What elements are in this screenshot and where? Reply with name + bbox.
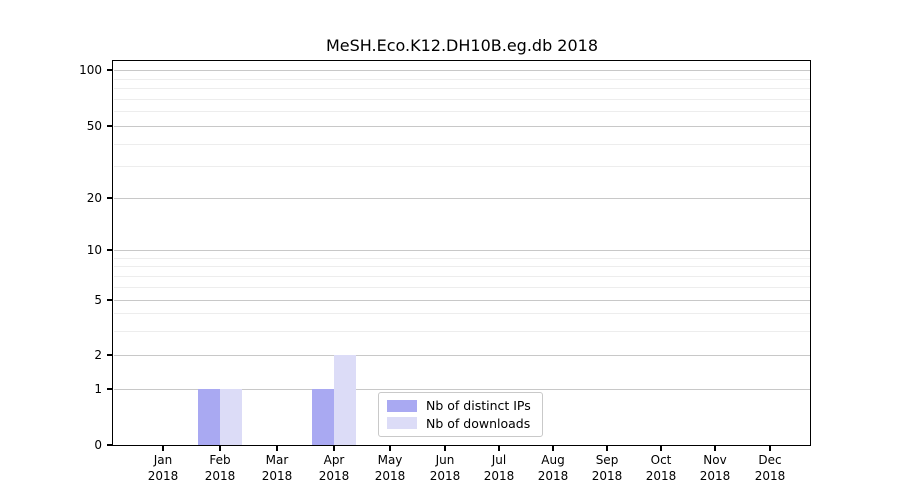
y-tick-label: 20 [86, 191, 102, 205]
x-tick-mark [444, 446, 446, 451]
minor-gridline [114, 78, 810, 80]
legend-item-downloads: Nb of downloads [387, 416, 534, 431]
major-gridline [114, 198, 810, 199]
y-tick-mark [107, 388, 113, 390]
major-gridline [114, 355, 810, 356]
chart-title: MeSH.Eco.K12.DH10B.eg.db 2018 [325, 36, 599, 55]
x-tick-label: Nov 2018 [699, 453, 731, 483]
y-tick-label: 10 [86, 243, 102, 257]
y-tick-mark [107, 249, 113, 251]
legend-swatch-downloads [387, 417, 417, 430]
x-tick-mark [162, 446, 164, 451]
y-tick-label: 0 [94, 438, 102, 452]
x-tick-label: Jan 2018 [147, 453, 179, 483]
y-tick-mark [107, 197, 113, 199]
minor-gridline [114, 88, 810, 90]
major-gridline [114, 250, 810, 251]
minor-gridline [114, 266, 810, 268]
y-tick-label: 1 [94, 382, 102, 396]
y-tick-mark [107, 125, 113, 127]
bar-apr-downloads [334, 355, 356, 445]
x-tick-mark [660, 446, 662, 451]
legend-label-distinct-ips: Nb of distinct IPs [426, 398, 531, 414]
minor-gridline [114, 257, 810, 259]
x-tick-label: Jul 2018 [483, 453, 515, 483]
minor-gridline [114, 313, 810, 315]
y-tick-label: 2 [94, 348, 102, 362]
bar-apr-distinct-ips [312, 389, 334, 445]
x-tick-mark [552, 446, 554, 451]
minor-gridline [114, 330, 810, 332]
x-tick-label: Mar 2018 [261, 453, 293, 483]
x-tick-label: Oct 2018 [645, 453, 677, 483]
x-tick-mark [714, 446, 716, 451]
x-tick-label: Sep 2018 [591, 453, 623, 483]
x-tick-label: Apr 2018 [318, 453, 350, 483]
y-tick-mark [107, 444, 113, 446]
minor-gridline [114, 286, 810, 288]
x-tick-mark [498, 446, 500, 451]
major-gridline [114, 126, 810, 127]
x-tick-mark [276, 446, 278, 451]
minor-gridline [114, 166, 810, 168]
y-tick-label: 5 [94, 293, 102, 307]
x-tick-mark [219, 446, 221, 451]
legend-swatch-distinct-ips [387, 399, 417, 412]
x-tick-label: Aug 2018 [537, 453, 569, 483]
y-tick-label: 100 [79, 63, 102, 77]
x-tick-label: May 2018 [374, 453, 406, 483]
x-tick-mark [333, 446, 335, 451]
y-tick-mark [107, 354, 113, 356]
x-tick-label: Jun 2018 [429, 453, 461, 483]
major-gridline [114, 389, 810, 390]
minor-gridline [114, 111, 810, 113]
minor-gridline [114, 275, 810, 277]
y-tick-label: 50 [86, 119, 102, 133]
bar-feb-distinct-ips [198, 389, 220, 445]
bar-feb-downloads [220, 389, 242, 445]
major-gridline [114, 300, 810, 301]
minor-gridline [114, 98, 810, 100]
x-tick-mark [769, 446, 771, 451]
x-tick-label: Dec 2018 [754, 453, 786, 483]
legend-label-downloads: Nb of downloads [426, 415, 531, 431]
minor-gridline [114, 143, 810, 145]
legend-item-distinct-ips: Nb of distinct IPs [387, 398, 534, 413]
x-tick-mark [389, 446, 391, 451]
legend: Nb of distinct IPs Nb of downloads [378, 392, 543, 437]
y-tick-mark [107, 69, 113, 71]
x-tick-label: Feb 2018 [204, 453, 236, 483]
x-tick-mark [606, 446, 608, 451]
y-tick-mark [107, 299, 113, 301]
major-gridline [114, 70, 810, 71]
